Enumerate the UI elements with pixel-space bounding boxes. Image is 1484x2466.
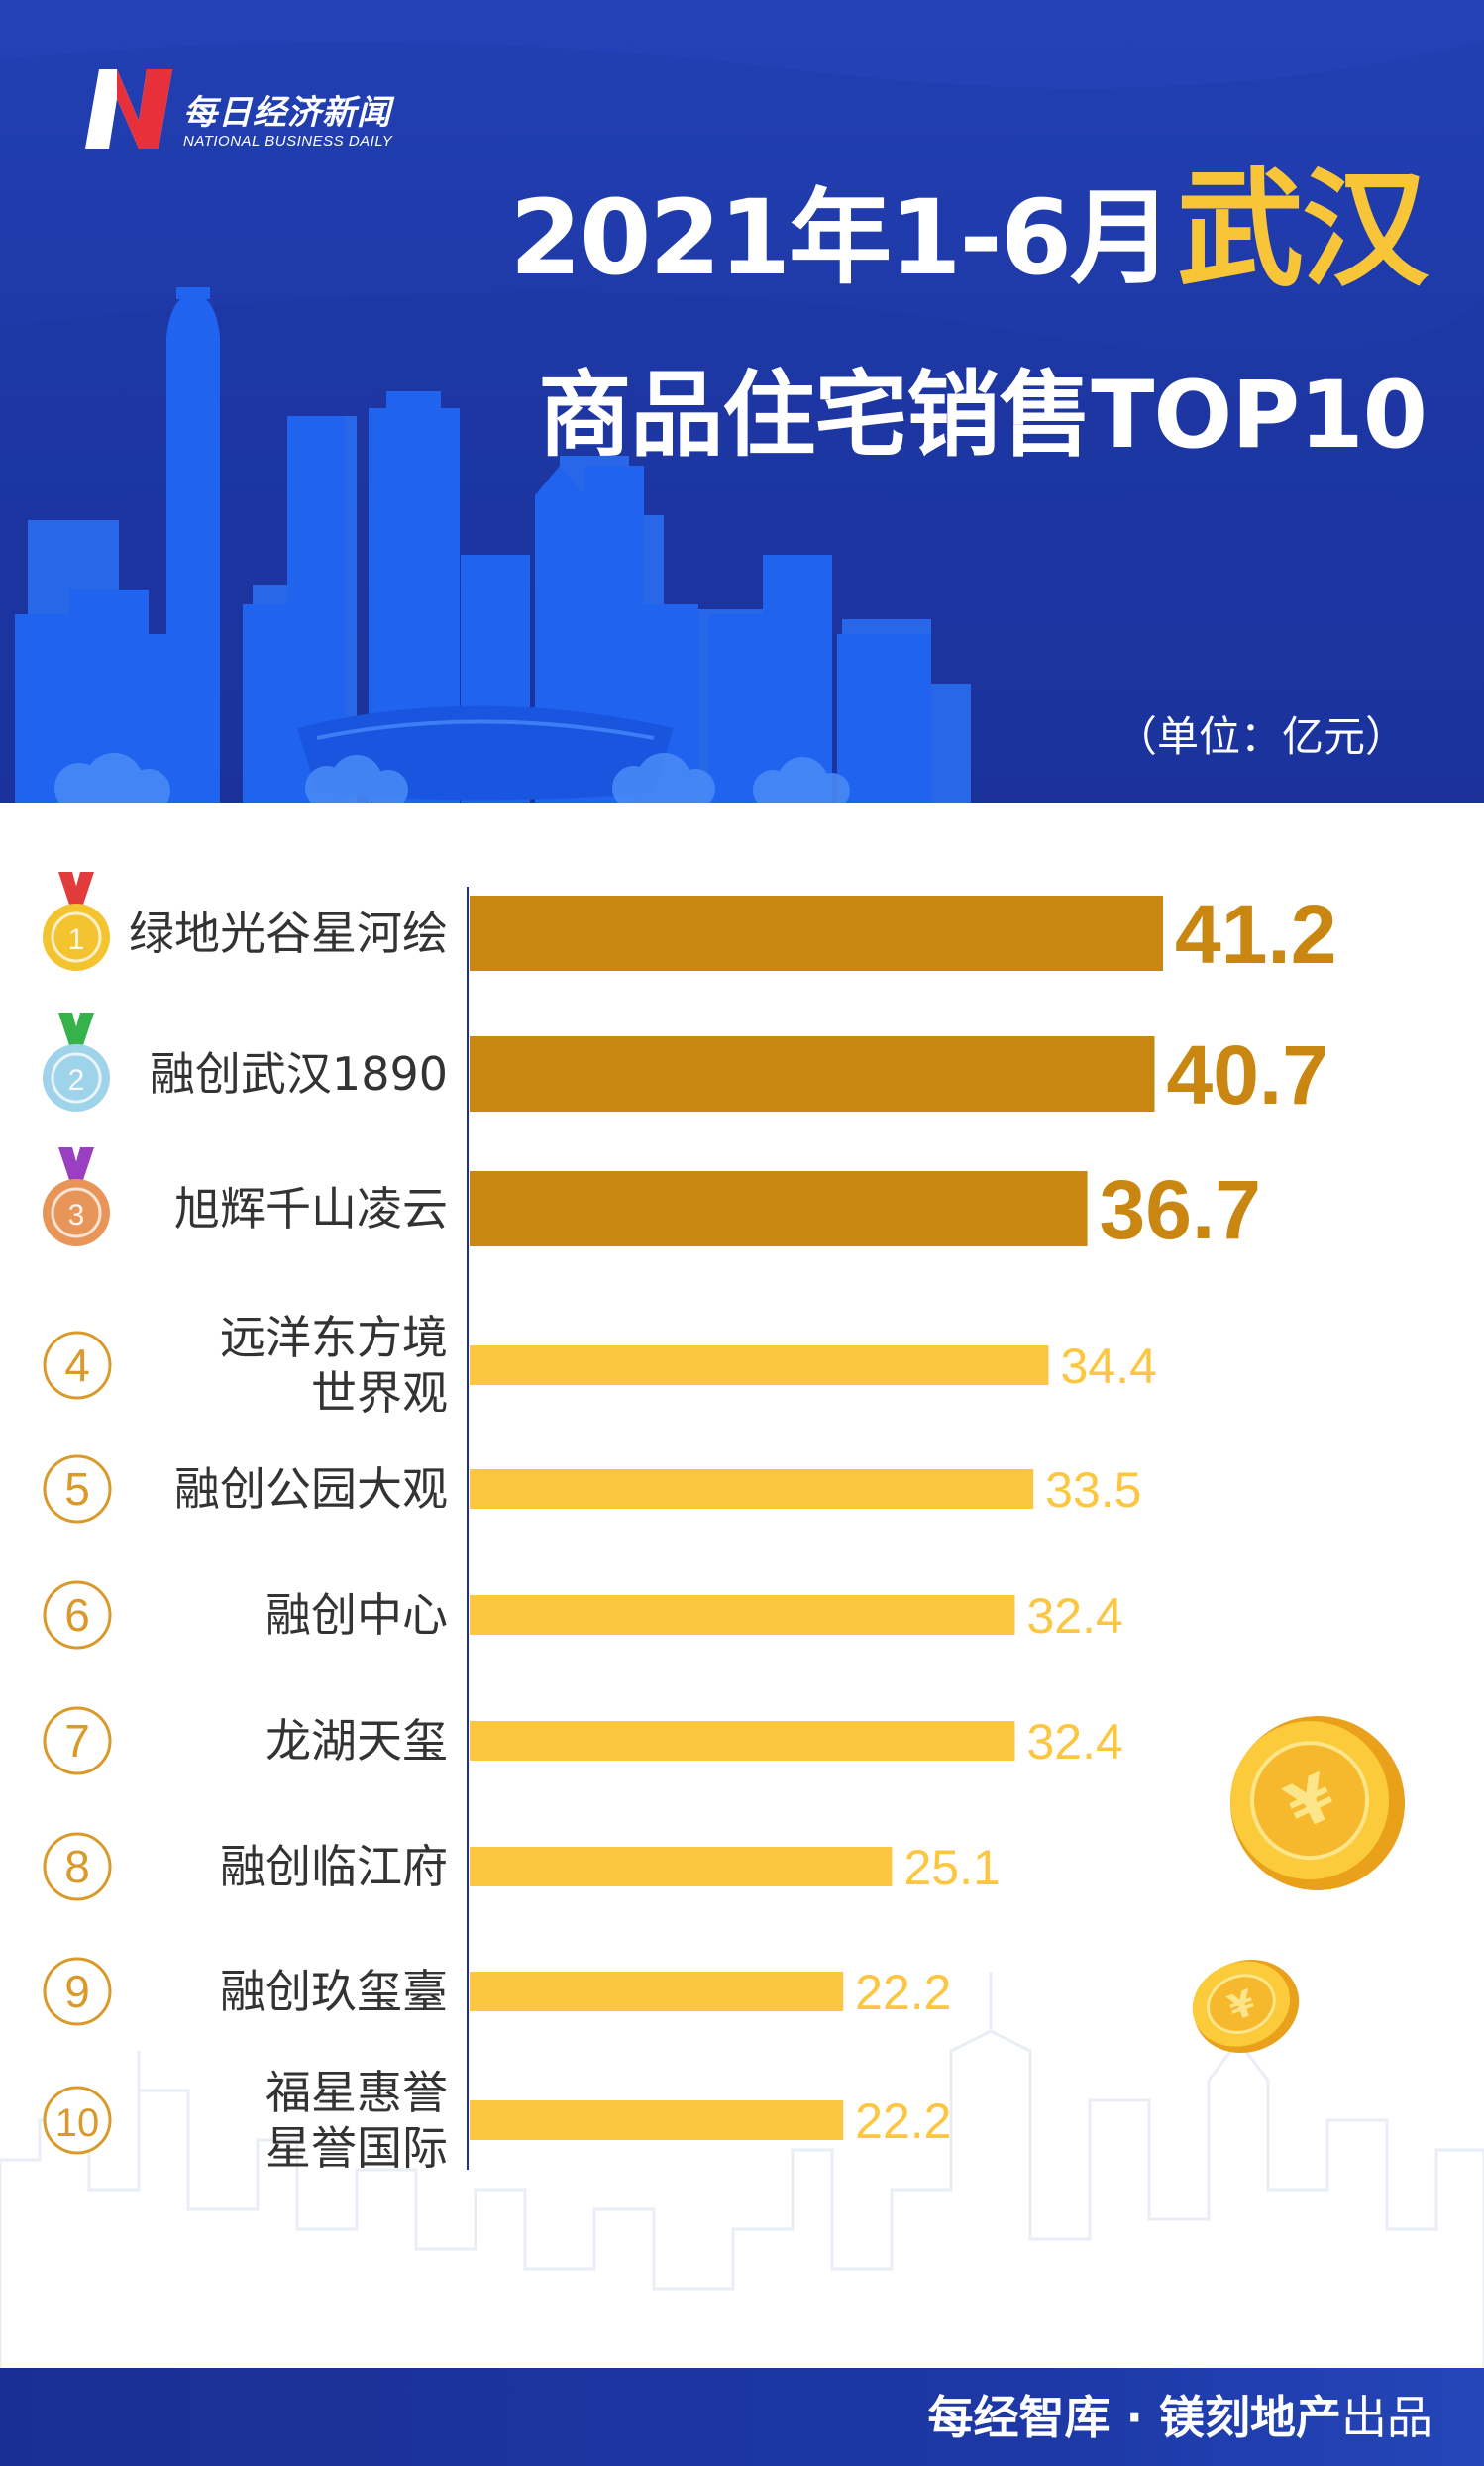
value-label-10: 22.2 <box>855 2093 951 2149</box>
footer: 每经智库 · 镁刻地产出品 <box>0 2368 1484 2466</box>
category-label-9: 融创玖玺臺 <box>220 1965 448 2018</box>
medal-inner-ring <box>51 911 102 963</box>
rank-number: 5 <box>64 1463 90 1515</box>
title-line-2: 商品住宅销售TOP10 <box>538 362 1428 470</box>
category-label-7: 龙湖天玺 <box>265 1714 448 1768</box>
value-label-2: 40.7 <box>1167 1028 1329 1122</box>
value-label-3: 36.7 <box>1100 1163 1262 1256</box>
bar-10 <box>470 2100 844 2140</box>
rank-circle <box>43 1580 112 1650</box>
rank-circle <box>43 1706 112 1775</box>
rank-number: 6 <box>64 1589 90 1641</box>
bar-1 <box>470 896 1163 971</box>
medal-ribbon-right <box>70 872 94 908</box>
medal-inner-ring <box>51 1052 102 1104</box>
title-highlight-city: 武汉 <box>1176 157 1429 304</box>
bar-3 <box>470 1171 1088 1246</box>
header: 每日经济新闻 NATIONAL BUSINESS DAILY 2021年1-6月… <box>0 0 1484 803</box>
footer-credit: 每经智库 · 镁刻地产出品 <box>927 2388 1432 2447</box>
medal-2-icon: 2 <box>43 1013 110 1112</box>
medal-rank-number: 3 <box>68 1199 85 1232</box>
rank-number: 10 <box>55 2101 100 2145</box>
value-label-4: 34.4 <box>1060 1339 1156 1394</box>
rank-circle <box>43 1331 112 1400</box>
category-label-2: 融创武汉1890 <box>150 1047 448 1101</box>
title-prefix: 2021年1-6月 <box>509 177 1173 298</box>
rank-number: 7 <box>64 1715 90 1767</box>
brand-name-en: NATIONAL BUSINESS DAILY <box>183 133 393 150</box>
rank-circle <box>43 1454 112 1524</box>
rank-badge-4: 4 <box>43 1331 112 1400</box>
medal-1-icon: 1 <box>43 872 110 971</box>
footer-credit-normal: 出品 <box>1341 2391 1432 2444</box>
bar-chart: 41.2 绿地光谷星河绘 1 40.7 融创武汉1890 2 36.7 旭辉千山凌云 3 34.4… <box>0 872 1484 2368</box>
category-label-6: 融创中心 <box>265 1588 448 1642</box>
rank-number: 8 <box>64 1841 90 1892</box>
category-label-10-line1: 福星惠誉 <box>265 2066 448 2119</box>
value-label-6: 32.4 <box>1026 1588 1122 1644</box>
rank-badge-6: 6 <box>43 1580 112 1650</box>
category-label-1: 绿地光谷星河绘 <box>129 907 448 960</box>
value-label-5: 33.5 <box>1045 1462 1141 1518</box>
bar-5 <box>470 1469 1034 1509</box>
category-label-4-line2: 世界观 <box>311 1366 448 1420</box>
value-label-9: 22.2 <box>855 1965 951 2020</box>
bar-7 <box>470 1721 1015 1761</box>
rank-circle <box>43 1832 112 1901</box>
unit-label: （单位：亿元） <box>1114 712 1407 761</box>
gold-coin-small-icon: ¥ <box>1192 1959 1300 2054</box>
medal-inner-ring <box>51 1187 102 1238</box>
rank-badge-8: 8 <box>43 1832 112 1901</box>
medal-ribbon-right <box>70 1013 94 1048</box>
value-label-1: 41.2 <box>1175 888 1337 981</box>
category-label-10-line2: 星誉国际 <box>265 2121 448 2175</box>
bar-6 <box>470 1595 1015 1635</box>
rank-number: 9 <box>64 1966 90 2017</box>
category-label-3: 旭辉千山凌云 <box>174 1182 448 1235</box>
category-label-4-line1: 远洋东方境 <box>220 1311 448 1364</box>
bar-9 <box>470 1972 844 2011</box>
medal-rank-number: 1 <box>68 923 85 956</box>
bar-8 <box>470 1847 893 1886</box>
brand-logo-icon <box>85 69 172 149</box>
footer-credit-bold: 每经智库 · 镁刻地产 <box>927 2391 1341 2444</box>
medal-ribbon-right <box>70 1147 94 1183</box>
rank-circle <box>43 1957 112 2026</box>
rank-badge-5: 5 <box>43 1454 112 1524</box>
rank-circle <box>43 2086 112 2155</box>
rank-badge-10: 10 <box>43 2086 112 2155</box>
bar-2 <box>470 1036 1155 1112</box>
value-label-7: 32.4 <box>1026 1714 1122 1769</box>
gold-coin-large-icon: ¥ <box>1230 1716 1405 1890</box>
bar-4 <box>470 1345 1049 1385</box>
medal-3-icon: 3 <box>43 1147 110 1246</box>
title-line-1: 2021年1-6月武汉 <box>509 166 1429 302</box>
brand-name-cn: 每日经济新闻 <box>183 93 391 133</box>
value-label-8: 25.1 <box>903 1840 1000 1895</box>
rank-badge-9: 9 <box>43 1957 112 2026</box>
rank-number: 4 <box>64 1340 90 1391</box>
medal-rank-number: 2 <box>68 1064 85 1097</box>
category-label-8: 融创临江府 <box>220 1840 448 1893</box>
rank-badge-7: 7 <box>43 1706 112 1775</box>
category-label-5: 融创公园大观 <box>174 1462 448 1516</box>
city-skyline-illustration <box>0 0 1484 803</box>
